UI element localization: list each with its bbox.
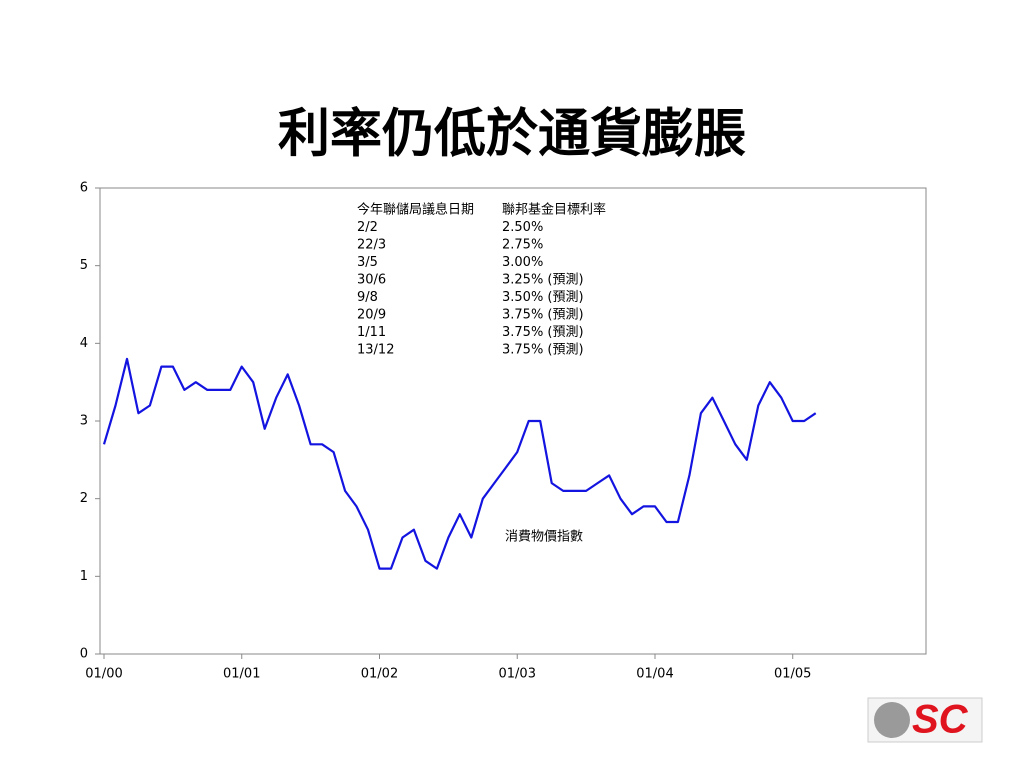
- y-tick-label: 0: [80, 647, 88, 662]
- annotation-cell: 3.75% (預測): [502, 325, 584, 340]
- annotation-header: 聯邦基金目標利率: [502, 202, 606, 218]
- x-tick-label: 01/04: [636, 667, 673, 682]
- annotation-cell: 3.00%: [502, 255, 543, 270]
- annotation-cell: 30/6: [357, 273, 386, 288]
- annotation-cell: 2.50%: [502, 220, 543, 235]
- data-line: [102, 357, 817, 570]
- logo-text: SC: [912, 698, 969, 742]
- y-tick-label: 3: [80, 414, 88, 429]
- slide-title: 利率仍低於通貨膨脹: [278, 104, 746, 165]
- x-tick-label: 01/00: [85, 667, 122, 682]
- y-tick-label: 1: [80, 569, 88, 584]
- x-tick-label: 01/05: [774, 667, 811, 682]
- annotation-cell: 3.50% (預測): [502, 290, 584, 305]
- annotation-cell: 9/8: [357, 290, 378, 305]
- annotation-cell: 3.75% (預測): [502, 343, 584, 358]
- logo: SC: [867, 697, 983, 743]
- annotation-cell: 2.75%: [502, 238, 543, 253]
- x-tick-label: 01/03: [499, 667, 536, 682]
- y-tick-label: 5: [80, 258, 88, 273]
- annotation-cell: 13/12: [357, 343, 394, 358]
- annotation-cell: 3.25% (預測): [502, 273, 584, 288]
- annotation-header: 今年聯儲局議息日期: [357, 202, 474, 218]
- y-tick-label: 6: [80, 181, 88, 196]
- series-label: 消費物價指數: [505, 530, 583, 545]
- x-tick-label: 01/01: [223, 667, 260, 682]
- annotation-cell: 1/11: [357, 325, 386, 340]
- annotation-cell: 3/5: [357, 255, 378, 270]
- logo-globe: [874, 702, 910, 738]
- y-tick-label: 2: [80, 491, 88, 506]
- y-tick-label: 4: [80, 336, 88, 351]
- annotation-cell: 2/2: [357, 220, 378, 235]
- x-tick-label: 01/02: [361, 667, 398, 682]
- annotation-cell: 3.75% (預測): [502, 308, 584, 323]
- annotation-cell: 20/9: [357, 308, 386, 323]
- annotation-cell: 22/3: [357, 238, 386, 253]
